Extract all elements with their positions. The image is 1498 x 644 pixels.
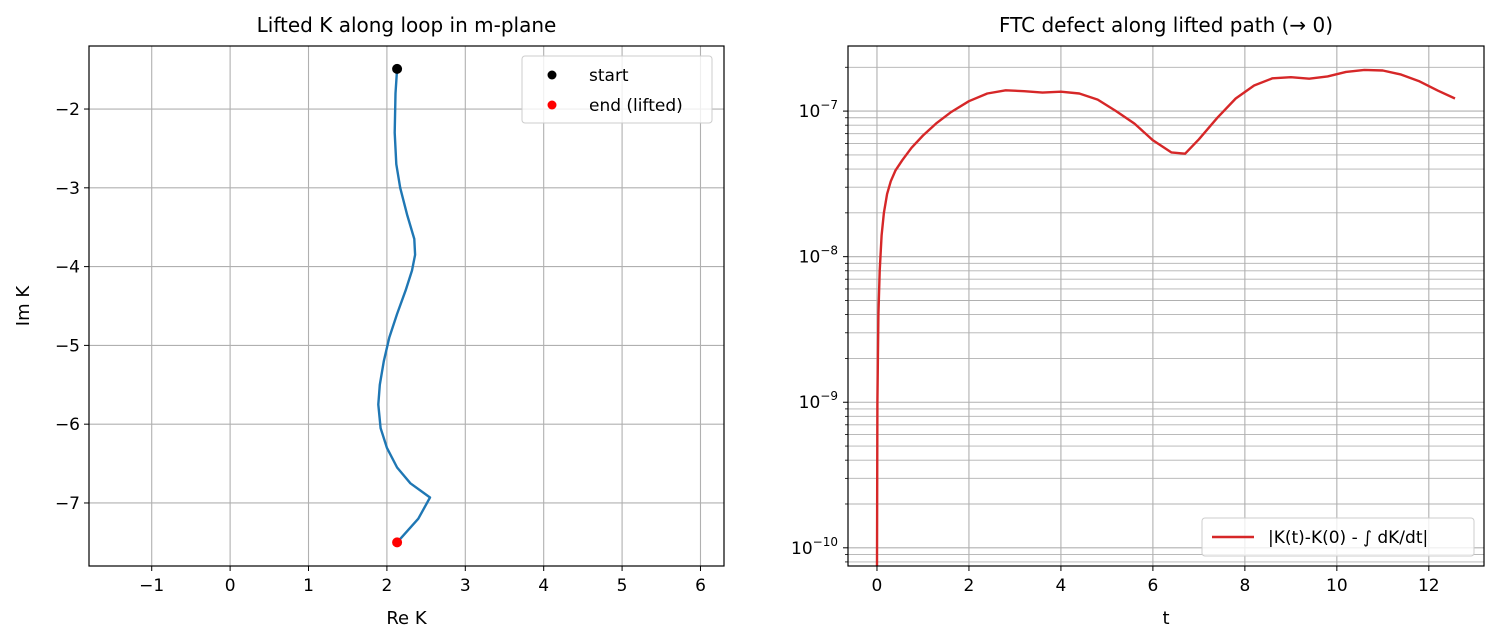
right-x-tick-label: 12 [1418,576,1440,596]
legend-start-marker [547,70,557,80]
right-chart-panel: 0 2 4 6 8 10 12 10−10 10−9 10−8 10−7 FTC defect a… [791,13,1485,629]
left-grid [89,46,724,566]
left-chart-title: Lifted K along loop in m-plane [257,13,557,37]
right-legend: |K(t)-K(0) - ∫ dK/dt| [1201,517,1475,557]
left-x-tick-label: 4 [538,576,549,596]
defect-series-line [875,68,1456,567]
left-x-tick-label: 3 [460,576,471,596]
left-plot-frame [88,45,725,567]
left-x-tick-label: 1 [303,576,314,596]
legend-defect-label: |K(t)-K(0) - ∫ dK/dt| [1268,528,1428,548]
left-x-tick-label: 6 [695,576,706,596]
right-x-tick-label: 4 [1056,576,1067,596]
right-chart-title: FTC defect along lifted path (→ 0) [999,13,1333,37]
right-x-tick-label: 8 [1239,576,1250,596]
left-x-axis-label: Re K [386,608,427,629]
left-y-tick-label: −6 [55,415,80,435]
right-x-tick-label: 10 [1326,576,1348,596]
right-y-tick-label: 10−7 [799,98,838,122]
left-markers [392,63,403,548]
left-k-path-line [377,68,432,544]
right-series [875,68,1456,567]
left-y-axis-label: Im K [13,285,34,327]
legend-end-label: end (lifted) [589,96,683,116]
left-y-tick-label: −3 [55,179,80,199]
left-x-ticks: −1 0 1 2 3 4 5 6 [139,566,706,596]
right-y-tick-label: 10−10 [791,535,838,559]
right-plot-frame [847,45,1485,567]
left-x-tick-label: 5 [617,576,628,596]
left-x-tick-label: 0 [225,576,236,596]
left-chart-panel: −1 0 1 2 3 4 5 6 −2 −3 −4 −5 −6 −7 Lifted K along lo… [13,13,725,629]
start-point-marker [392,63,403,74]
right-x-tick-label: 2 [964,576,975,596]
left-y-tick-label: −2 [55,100,80,120]
right-x-ticks: 0 2 4 6 8 10 12 [872,566,1440,596]
right-x-tick-label: 6 [1147,576,1158,596]
left-series [377,68,432,544]
left-legend: start end (lifted) [521,55,713,124]
right-grid [848,46,1484,566]
left-legend-box [521,55,713,124]
right-x-axis-label: t [1162,608,1169,629]
left-x-tick-label: 2 [381,576,392,596]
right-legend-box [1201,517,1475,557]
right-x-tick-label: 0 [872,576,883,596]
end-point-marker [392,537,403,548]
legend-start-label: start [589,66,629,86]
left-y-tick-label: −5 [55,336,80,356]
left-y-tick-label: −4 [55,258,80,278]
right-y-tick-label: 10−8 [799,244,838,268]
left-y-ticks: −2 −3 −4 −5 −6 −7 [55,100,89,514]
left-x-tick-label: −1 [139,576,164,596]
legend-end-marker [547,100,557,110]
left-y-tick-label: −7 [55,494,80,514]
right-y-tick-label: 10−9 [799,389,838,413]
right-y-ticks: 10−10 10−9 10−8 10−7 [791,66,848,563]
